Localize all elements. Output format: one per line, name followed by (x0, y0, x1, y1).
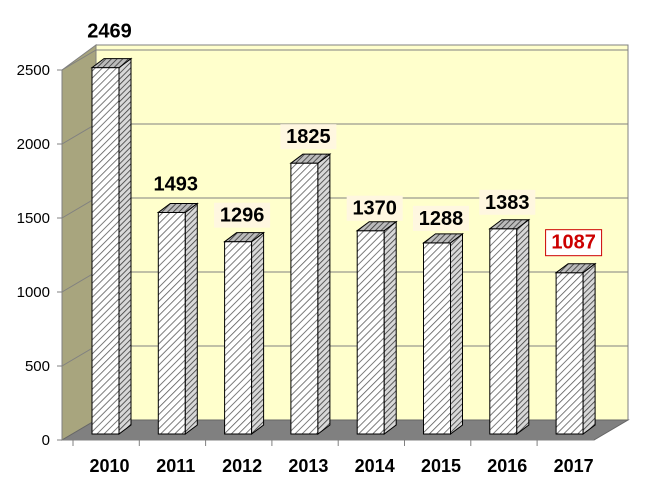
y-tick-label: 2000 (17, 136, 50, 153)
x-tick-label: 2011 (156, 456, 195, 476)
data-label: 1370 (352, 198, 397, 220)
data-label: 1087 (551, 232, 596, 254)
data-label-box (545, 229, 603, 257)
y-tick-label: 500 (25, 358, 50, 375)
bar (488, 218, 531, 435)
bar-front (356, 230, 385, 435)
bar-side (450, 232, 463, 435)
x-tick-label: 2010 (89, 456, 129, 476)
x-tick-label: 2012 (222, 456, 262, 476)
bar-side (251, 231, 265, 435)
y-axis: 0 500 1000 1500 2000 2500 (17, 62, 63, 449)
x-tick-label: 2013 (288, 456, 328, 476)
bar (355, 220, 398, 435)
bar (223, 231, 266, 435)
bar-top (156, 202, 199, 213)
data-label-background (346, 195, 403, 221)
bar (90, 57, 133, 435)
bar (422, 232, 464, 435)
side-wall (61, 44, 97, 441)
bar-side (582, 262, 596, 435)
x-tick-label: 2017 (554, 456, 594, 476)
bar-top (488, 219, 531, 230)
bar-side (516, 218, 530, 435)
bar-top (554, 263, 597, 274)
bar-front (224, 241, 253, 435)
x-tick-label: 2016 (487, 456, 527, 476)
data-label-background (479, 189, 536, 215)
data-label: 1288 (419, 208, 464, 230)
data-label-background (280, 124, 337, 150)
bar-front (423, 242, 451, 435)
bar-side (317, 153, 331, 435)
gridline (61, 49, 628, 71)
bar-side (118, 57, 132, 435)
floor (60, 419, 630, 441)
data-label: 1825 (286, 126, 331, 148)
bar-front (91, 67, 120, 435)
data-label: 1296 (220, 205, 265, 227)
bar-front (489, 228, 518, 435)
y-tick-label: 1500 (17, 210, 50, 227)
data-labels: 2469 1493 1296 1825 1370 1288 1383 1087 (87, 21, 603, 257)
x-axis: 2010 2011 2012 2013 2014 2015 2016 2017 (62, 439, 594, 476)
x-tick-label: 2014 (355, 456, 395, 476)
data-label: 1493 (154, 173, 199, 195)
bar-front (157, 211, 186, 435)
bar-top (289, 153, 332, 164)
bar-front (290, 162, 319, 435)
y-tick-label: 0 (42, 432, 50, 449)
bar-side (184, 202, 198, 435)
y-tick-label: 1000 (17, 284, 50, 301)
data-label: 2469 (87, 21, 132, 43)
y-tick-label: 2500 (17, 62, 50, 79)
bar-top (422, 233, 464, 244)
bars (90, 57, 597, 435)
data-label-background (214, 202, 271, 228)
bar-top (90, 58, 133, 69)
bar (289, 153, 332, 435)
data-label-background (413, 205, 469, 231)
bar-side (383, 220, 397, 435)
bar (554, 262, 597, 435)
bar-top (355, 221, 398, 232)
bar-top (223, 232, 266, 243)
bar-front (555, 272, 584, 435)
bar (156, 202, 199, 435)
x-tick-label: 2015 (421, 456, 461, 476)
data-label: 1383 (485, 192, 530, 214)
